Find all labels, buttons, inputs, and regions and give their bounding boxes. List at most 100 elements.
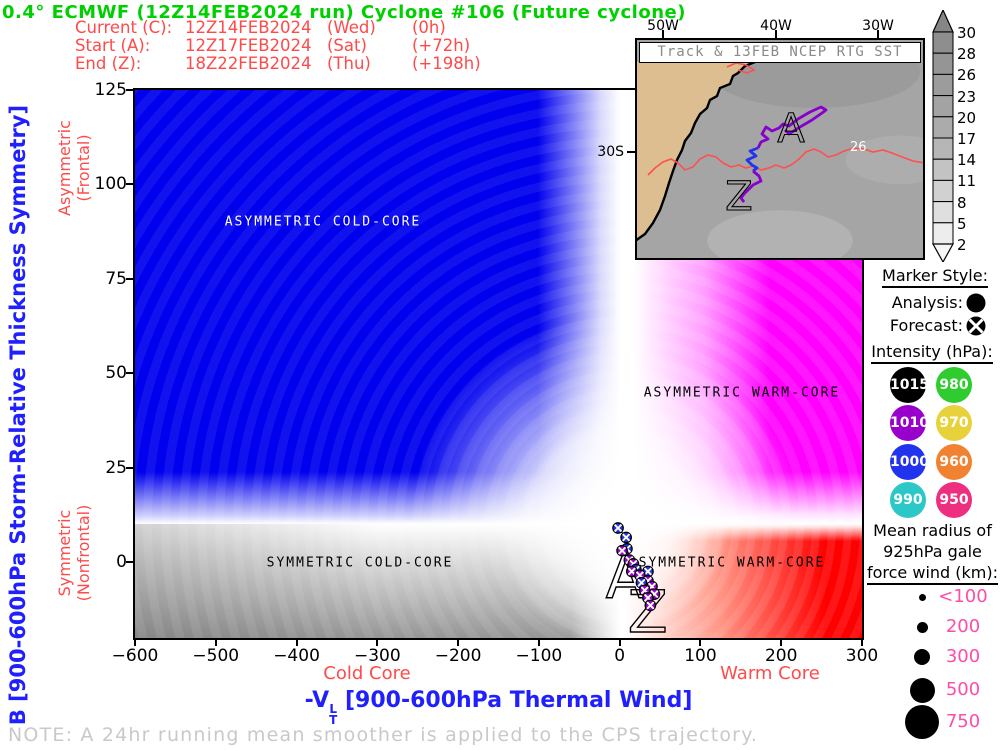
x-tick-label: −300 <box>353 646 401 666</box>
quadrant-symmetric-cold-core <box>135 524 620 638</box>
analysis-marker-icon <box>966 293 986 313</box>
colorbar-label: 20 <box>957 108 977 127</box>
gale-dot <box>905 705 939 739</box>
label-asymmetric-warm-core: ASYMMETRIC WARM-CORE <box>643 385 841 401</box>
x-tick-label: 100 <box>684 646 717 666</box>
run-time-value: 12Z14FEB2024 <box>185 18 312 37</box>
colorbar-label: 14 <box>957 151 977 170</box>
run-time-day: (Thu) <box>327 54 371 73</box>
y-tick <box>126 466 134 469</box>
gale-radius-label: 500 <box>945 679 981 700</box>
intensity-circle-970: 970 <box>936 405 972 442</box>
run-time-row: Start (A): 12Z17FEB2024 (Sat) (+72h) <box>75 37 532 55</box>
y-tick-label: 0 <box>116 552 127 572</box>
colorbar-label: 5 <box>957 214 967 233</box>
colorbar-label: 30 <box>957 24 977 42</box>
x-label-subscript: T <box>329 713 338 727</box>
colorbar-cell <box>932 137 954 160</box>
symmetric-line1: Symmetric <box>55 509 74 597</box>
intensity-title: Intensity (hPa): <box>860 342 1000 364</box>
x-label-prefix: -V <box>304 688 330 713</box>
gale-dot <box>918 593 926 601</box>
sst-contour-label: 26 <box>850 140 867 155</box>
latitude-label: 30S <box>597 144 624 160</box>
run-time-label: End (Z): <box>75 54 142 73</box>
y-tick-label: 25 <box>105 457 127 478</box>
longitude-label: 40W <box>760 18 792 34</box>
colorbar-label: 23 <box>957 87 977 106</box>
run-time-value: 12Z17FEB2024 <box>185 36 312 55</box>
analysis-label: Analysis: <box>891 293 963 312</box>
latitude-tick <box>627 151 635 153</box>
gale-dot <box>909 677 935 703</box>
y-tick <box>126 183 134 186</box>
y-tick-label: 50 <box>105 363 127 384</box>
colorbar-label: 8 <box>957 193 967 212</box>
gale-title-line1: Mean radius of <box>873 521 992 540</box>
x-tick <box>618 638 621 646</box>
storm-track-segment <box>745 146 759 173</box>
run-times-header: Current (C): 12Z14FEB2024 (Wed) (0h) Start (… <box>75 19 532 73</box>
map-letter-A: A <box>777 106 805 152</box>
colorbar-top-arrow <box>932 10 954 33</box>
label-symmetric-warm-core: SYMMETRIC WARM-CORE <box>638 555 826 571</box>
colorbar-cell <box>932 158 954 181</box>
longitude-tick <box>877 30 879 38</box>
intensity-circle-1015: 1015 <box>890 367 929 403</box>
map-letter-Z: Z <box>725 174 752 220</box>
colorbar-cell <box>932 31 954 54</box>
y-tick-label: 100 <box>94 174 127 195</box>
x-tick-label: −100 <box>515 646 563 666</box>
run-time-offset: (0h) <box>412 18 446 37</box>
x-label-superscript: L <box>329 702 338 716</box>
sst-contour-26 <box>647 147 923 176</box>
x-tick-label: 200 <box>764 646 798 666</box>
intensity-circle-1000: 1000 <box>890 443 929 480</box>
x-label-suffix: [900-600hPa Thermal Wind] <box>337 688 693 713</box>
x-tick <box>780 638 783 646</box>
intensity-circle-950: 950 <box>936 481 972 518</box>
intensity-circle-980: 980 <box>936 367 972 403</box>
y-tick <box>126 372 134 375</box>
quadrant-asymmetric-cold-core <box>135 90 620 524</box>
intensity-circle-990: 990 <box>890 481 926 518</box>
warm-core-label: Warm Core <box>720 663 820 684</box>
land-polygon <box>637 62 755 240</box>
x-tick <box>134 638 136 646</box>
y-tick-label: 75 <box>105 268 127 289</box>
x-tick-label: −400 <box>273 646 320 666</box>
intensity-circle-1010: 1010 <box>890 405 929 442</box>
gale-radius-label: 750 <box>945 711 981 732</box>
run-time-day: (Wed) <box>327 18 376 37</box>
gale-title-line2: 925hPa gale <box>883 542 982 561</box>
colorbar-label: 26 <box>957 66 977 85</box>
gale-radius-label: <100 <box>938 586 988 607</box>
x-tick <box>861 638 863 646</box>
gale-dot <box>916 621 928 633</box>
label-symmetric-cold-core: SYMMETRIC COLD-CORE <box>266 555 454 571</box>
forecast-x <box>968 318 984 334</box>
x-tick-label: −500 <box>192 646 240 666</box>
longitude-tick <box>662 30 664 38</box>
y-tick <box>126 561 134 563</box>
x-tick-label: 0 <box>614 646 626 666</box>
x-tick <box>457 638 460 646</box>
quadrant-symmetric-warm-core <box>620 524 862 638</box>
cold-core-label: Cold Core <box>323 663 411 684</box>
colorbar-cell <box>932 52 954 75</box>
x-tick <box>537 638 540 646</box>
colorbar-cell <box>932 201 954 224</box>
run-time-value: 18Z22FEB2024 <box>185 54 312 73</box>
y-tick <box>126 277 134 280</box>
track-map-inset: 26 A Z Track & 13FEB NCEP RTG SST <box>635 38 925 260</box>
storm-track-segment <box>739 169 763 203</box>
gale-radius-label: 300 <box>945 646 981 667</box>
asymmetric-line1: Asymmetric <box>55 120 74 216</box>
run-time-label: Current (C): <box>75 18 173 37</box>
y-tick-label: 125 <box>94 80 127 100</box>
colorbar-cell <box>932 222 954 245</box>
storm-track-segment <box>756 105 828 149</box>
intensity-circle-960: 960 <box>936 443 972 480</box>
x-tick-label: 300 <box>845 646 879 666</box>
